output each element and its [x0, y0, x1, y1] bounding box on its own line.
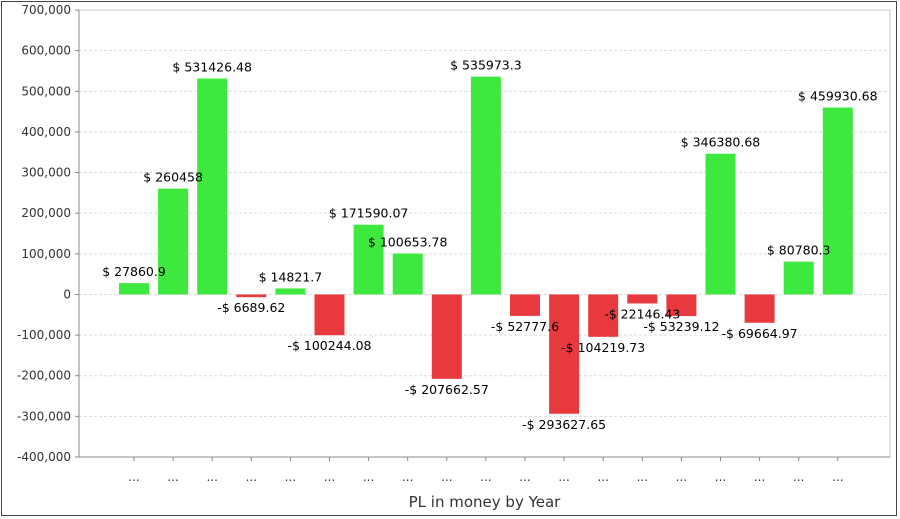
bar	[236, 294, 267, 298]
bar	[627, 294, 658, 304]
x-tick-label: ...	[128, 470, 139, 484]
x-axis-title: PL in money by Year	[409, 493, 562, 511]
data-label: $ 80780.3	[767, 243, 831, 258]
data-label: $ 27860.9	[102, 264, 166, 279]
y-tick-label: 700,000	[21, 3, 71, 17]
x-tick-label: ...	[558, 470, 569, 484]
x-tick-label: ...	[324, 470, 335, 484]
y-tick-label: 100,000	[21, 247, 71, 261]
y-axis-ticks: -400,000 -300,000 -200,000 -100,000 0 100,000…	[17, 3, 79, 464]
bar	[353, 224, 384, 295]
x-tick-label: ...	[480, 470, 491, 484]
y-tick-label: 400,000	[21, 125, 71, 139]
data-labels: $ 27860.9 $ 260458 $ 531426.48 -$ 6689.62 $ …	[102, 58, 877, 432]
data-label: -$ 104219.73	[561, 340, 645, 355]
y-tick-label: 600,000	[21, 44, 71, 58]
bar	[119, 283, 149, 295]
bar	[197, 78, 228, 295]
data-label: -$ 6689.62	[217, 300, 285, 315]
data-label: $ 535973.3	[450, 58, 522, 73]
data-label: $ 531426.48	[172, 60, 252, 75]
x-tick-label: ...	[246, 470, 257, 484]
data-label: -$ 207662.57	[405, 382, 489, 397]
x-tick-label: ...	[402, 470, 413, 484]
x-tick-label: ...	[597, 470, 608, 484]
bar	[158, 188, 189, 295]
y-tick-label: 500,000	[21, 84, 71, 98]
bar	[666, 294, 697, 317]
x-tick-label: ...	[793, 470, 804, 484]
x-tick-label: ...	[715, 470, 726, 484]
data-label: $ 459930.68	[798, 89, 878, 104]
data-label: -$ 53239.12	[643, 319, 719, 334]
bar	[822, 107, 853, 295]
y-tick-label: 0	[63, 287, 71, 301]
data-label: $ 346380.68	[681, 135, 761, 150]
x-tick-label: ...	[285, 470, 296, 484]
bar	[470, 76, 501, 295]
data-label: $ 100653.78	[368, 235, 448, 250]
data-label: -$ 293627.65	[522, 417, 606, 432]
data-label: -$ 52777.6	[491, 319, 559, 334]
bar	[783, 261, 814, 295]
x-tick-label: ...	[363, 470, 374, 484]
bar	[314, 294, 345, 336]
data-label: $ 260458	[143, 170, 203, 185]
bar	[392, 253, 423, 295]
x-tick-label: ...	[519, 470, 530, 484]
y-tick-label: -300,000	[17, 409, 71, 423]
bar	[431, 294, 462, 379]
x-tick-label: ...	[676, 470, 687, 484]
bar	[549, 294, 580, 414]
data-label: $ 171590.07	[329, 206, 409, 221]
x-tick-label: ...	[167, 470, 178, 484]
bar	[744, 294, 775, 323]
y-tick-label: 300,000	[21, 166, 71, 180]
x-tick-label: ...	[832, 470, 843, 484]
x-tick-label: ...	[754, 470, 765, 484]
y-tick-label: -100,000	[17, 328, 71, 342]
data-label: -$ 22146.43	[604, 306, 680, 321]
x-tick-label: ...	[206, 470, 217, 484]
bar	[275, 288, 306, 295]
x-tick-label: ...	[441, 470, 452, 484]
bar	[510, 294, 540, 316]
bar	[705, 153, 736, 295]
y-tick-label: 200,000	[21, 206, 71, 220]
bar	[588, 294, 619, 337]
bars	[119, 76, 853, 414]
data-label: $ 14821.7	[259, 269, 323, 284]
data-label: -$ 100244.08	[287, 338, 371, 353]
x-axis-ticks: ........................................…	[128, 457, 844, 484]
y-tick-label: -200,000	[17, 369, 71, 383]
y-tick-label: -400,000	[17, 450, 71, 464]
x-tick-label: ...	[637, 470, 648, 484]
axes	[78, 9, 891, 458]
data-label: -$ 69664.97	[722, 326, 798, 341]
